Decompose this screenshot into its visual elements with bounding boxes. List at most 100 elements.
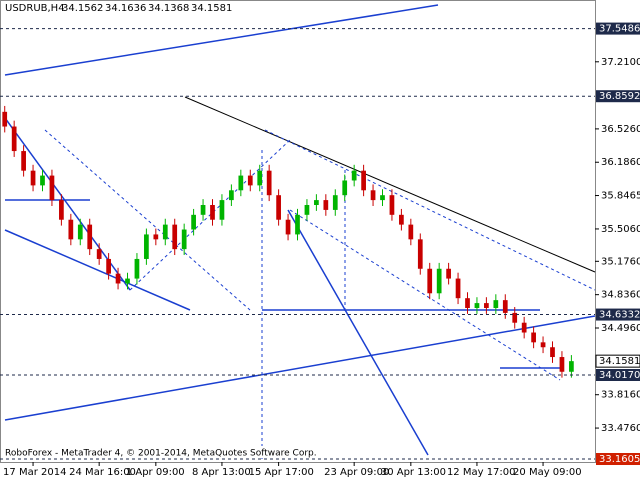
current-price: 34.1581: [599, 356, 640, 367]
y-tick-label: 35.8465: [601, 191, 640, 202]
candle-body: [115, 273, 121, 284]
candle-body: [200, 205, 206, 215]
candle-body: [162, 224, 168, 240]
level-label: 36.8592: [599, 91, 640, 102]
x-tick-label: 23 Apr 09:00: [324, 467, 389, 478]
candle-body: [49, 175, 55, 201]
level-label: 33.1605: [599, 454, 640, 465]
level-label-bg: [596, 22, 640, 35]
candle-body: [474, 303, 480, 308]
candle-body: [229, 190, 234, 201]
y-tick-label: 33.4760: [601, 423, 640, 434]
current-price-bg: [595, 354, 640, 368]
candle-body: [30, 170, 36, 186]
candle-body: [332, 195, 338, 210]
candle-body: [285, 219, 291, 235]
candle-body: [531, 332, 536, 343]
candle-body: [59, 200, 64, 220]
candle-body: [295, 214, 300, 235]
candle-body: [370, 190, 376, 201]
ohlc-value: 34.1636: [105, 3, 146, 14]
candle-body: [21, 151, 26, 171]
candle-body: [96, 249, 102, 259]
candle-body: [446, 268, 451, 279]
trend-line: [289, 209, 561, 381]
candle-body: [550, 347, 555, 358]
candle-body: [266, 170, 272, 196]
candle-body: [11, 126, 17, 152]
candle-body: [380, 195, 385, 201]
candle-body: [181, 229, 187, 250]
ohlc-value: 34.1562: [62, 3, 103, 14]
candle-body: [87, 224, 93, 250]
candle-body: [521, 322, 527, 333]
candle-body: [512, 312, 518, 323]
x-tick-label: 24 Mar 16:00: [69, 467, 136, 478]
y-tick-label: 35.5060: [601, 224, 640, 235]
level-label-bg: [596, 453, 640, 466]
candle-body: [436, 268, 442, 294]
candle-body: [314, 200, 319, 206]
candle-body: [342, 180, 348, 196]
candle-body: [68, 219, 74, 240]
x-tick-label: 20 May 09:00: [513, 467, 582, 478]
candle-body: [125, 278, 130, 284]
x-tick-label: 30 Apr 13:00: [381, 467, 446, 478]
y-tick-label: 37.2100: [601, 57, 640, 68]
candle-body: [40, 175, 45, 186]
candle-body: [257, 170, 263, 186]
trend-line: [184, 96, 596, 273]
candle-body: [569, 361, 574, 372]
candle-body: [304, 205, 310, 215]
candle-body: [540, 342, 546, 348]
footer-bg: [2, 446, 302, 458]
candle-body: [493, 300, 499, 308]
candle-body: [276, 195, 281, 220]
candle-body: [238, 175, 244, 191]
trend-line: [4, 4, 439, 76]
candle-body: [408, 224, 414, 240]
level-label: 34.6332: [599, 310, 640, 321]
candle-body: [2, 111, 8, 127]
x-tick-label: 17 Mar 2014: [3, 467, 66, 478]
candle-body: [106, 258, 111, 274]
candle-body: [455, 278, 461, 299]
candle-body: [77, 224, 83, 240]
y-tick-label: 34.8360: [601, 290, 640, 301]
level-label-bg: [596, 90, 640, 103]
trend-line: [264, 129, 596, 291]
y-tick-label: 33.8160: [601, 390, 640, 401]
candle-body: [172, 224, 178, 250]
candle-body: [417, 239, 423, 269]
symbol: USDRUB,H4: [5, 3, 65, 14]
candle-body: [153, 234, 159, 240]
trend-line: [129, 139, 291, 291]
y-tick-label: 36.5260: [601, 124, 640, 135]
candle-body: [399, 214, 404, 225]
y-tick-label: 34.4960: [601, 323, 640, 334]
candle-body: [247, 175, 253, 186]
candle-body: [465, 298, 470, 308]
trend-line: [287, 209, 429, 456]
y-tick-label: 36.1860: [601, 157, 640, 168]
candle-body: [351, 170, 357, 181]
level-label-bg: [596, 308, 640, 321]
candle-body: [427, 268, 433, 294]
candle-body: [502, 300, 508, 313]
level-label-bg: [596, 368, 640, 381]
candle-body: [144, 234, 149, 259]
candle-body: [389, 195, 395, 215]
candle-body: [191, 214, 196, 230]
ohlc-value: 34.1368: [148, 3, 189, 14]
trend-line: [4, 315, 596, 421]
candle-body: [484, 303, 489, 308]
level-label: 37.5486: [599, 24, 640, 35]
x-tick-label: 12 May 17:00: [447, 467, 516, 478]
ohlc-value: 34.1581: [191, 3, 232, 14]
candle-body: [323, 200, 329, 210]
level-label: 34.0170: [599, 370, 640, 381]
candle-body: [361, 170, 366, 191]
x-tick-label: 1 Apr 09:00: [126, 467, 185, 478]
candle-body: [559, 357, 565, 372]
